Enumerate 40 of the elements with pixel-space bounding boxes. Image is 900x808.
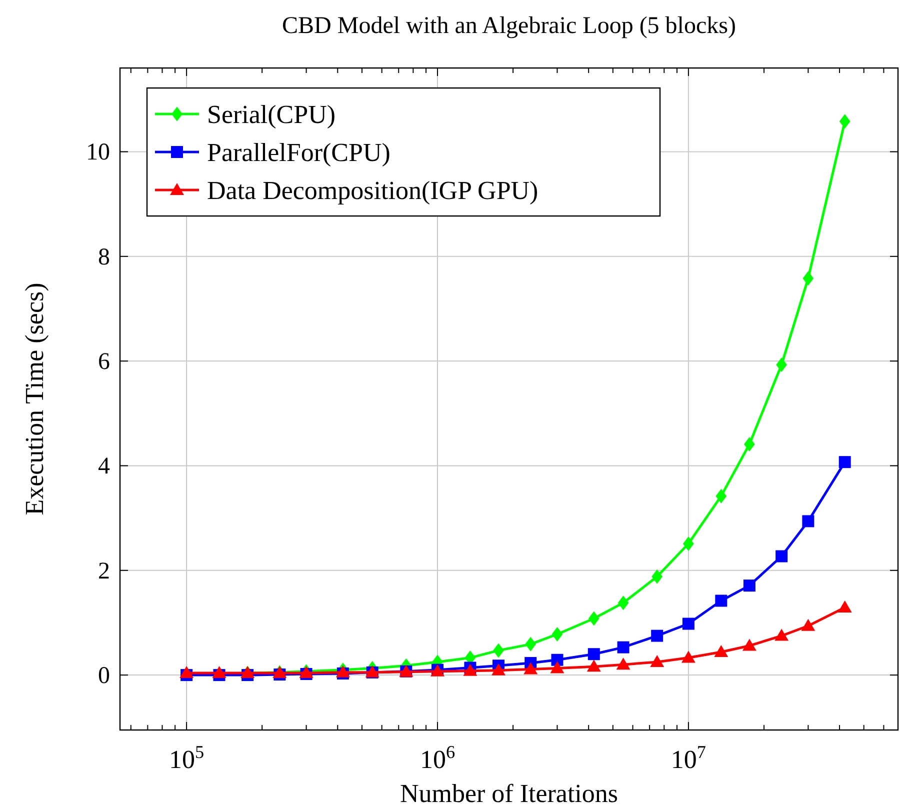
x-tick-label: 10$^{5}$ xyxy=(169,742,204,774)
y-tick-label: 0 xyxy=(98,663,110,690)
point xyxy=(524,662,538,674)
legend-label: Data Decomposition(IGP GPU) xyxy=(207,176,538,205)
point xyxy=(682,618,694,630)
y-tick-label: 6 xyxy=(98,349,110,376)
point xyxy=(776,358,787,372)
point xyxy=(618,596,629,610)
x-tick-label: 10$^{7}$ xyxy=(670,742,706,774)
point xyxy=(744,438,755,452)
point xyxy=(240,666,255,678)
point xyxy=(838,600,852,613)
point xyxy=(743,580,756,592)
point xyxy=(493,644,504,658)
y-tick-label: 2 xyxy=(98,558,110,584)
point xyxy=(491,663,506,676)
point xyxy=(742,638,756,651)
y-axis-title: Execution Time (secs) xyxy=(20,282,49,516)
point xyxy=(651,630,664,642)
point xyxy=(180,666,194,678)
point xyxy=(776,550,788,562)
legend-label: ParallelFor(CPU) xyxy=(207,138,390,167)
chart-title: CBD Model with an Algebraic Loop (5 blocks) xyxy=(282,13,736,39)
point xyxy=(525,637,536,651)
point xyxy=(840,114,850,128)
y-tick-label: 10 xyxy=(86,140,110,166)
point xyxy=(683,536,694,550)
point xyxy=(650,654,664,667)
legend-label: Serial(CPU) xyxy=(207,100,336,129)
point xyxy=(681,650,696,663)
point xyxy=(652,570,662,584)
point xyxy=(588,612,600,626)
y-tick-label: 4 xyxy=(98,454,110,480)
x-axis-title: Number of Iterations xyxy=(400,779,618,808)
y-tick-label: 8 xyxy=(98,244,110,270)
x-tick-label: 10$^{6}$ xyxy=(420,742,456,774)
point xyxy=(588,648,600,660)
point xyxy=(838,456,851,468)
point xyxy=(586,660,601,672)
point xyxy=(774,628,789,641)
